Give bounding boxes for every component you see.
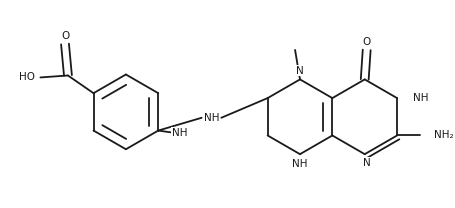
Text: NH: NH — [203, 113, 219, 123]
Text: O: O — [61, 31, 69, 41]
Text: N: N — [295, 66, 303, 76]
Text: N: N — [362, 158, 370, 168]
Text: HO: HO — [19, 72, 35, 82]
Text: O: O — [362, 37, 370, 47]
Text: NH: NH — [172, 128, 187, 137]
Text: NH: NH — [412, 93, 427, 103]
Text: NH₂: NH₂ — [434, 130, 453, 140]
Text: NH: NH — [292, 159, 307, 169]
